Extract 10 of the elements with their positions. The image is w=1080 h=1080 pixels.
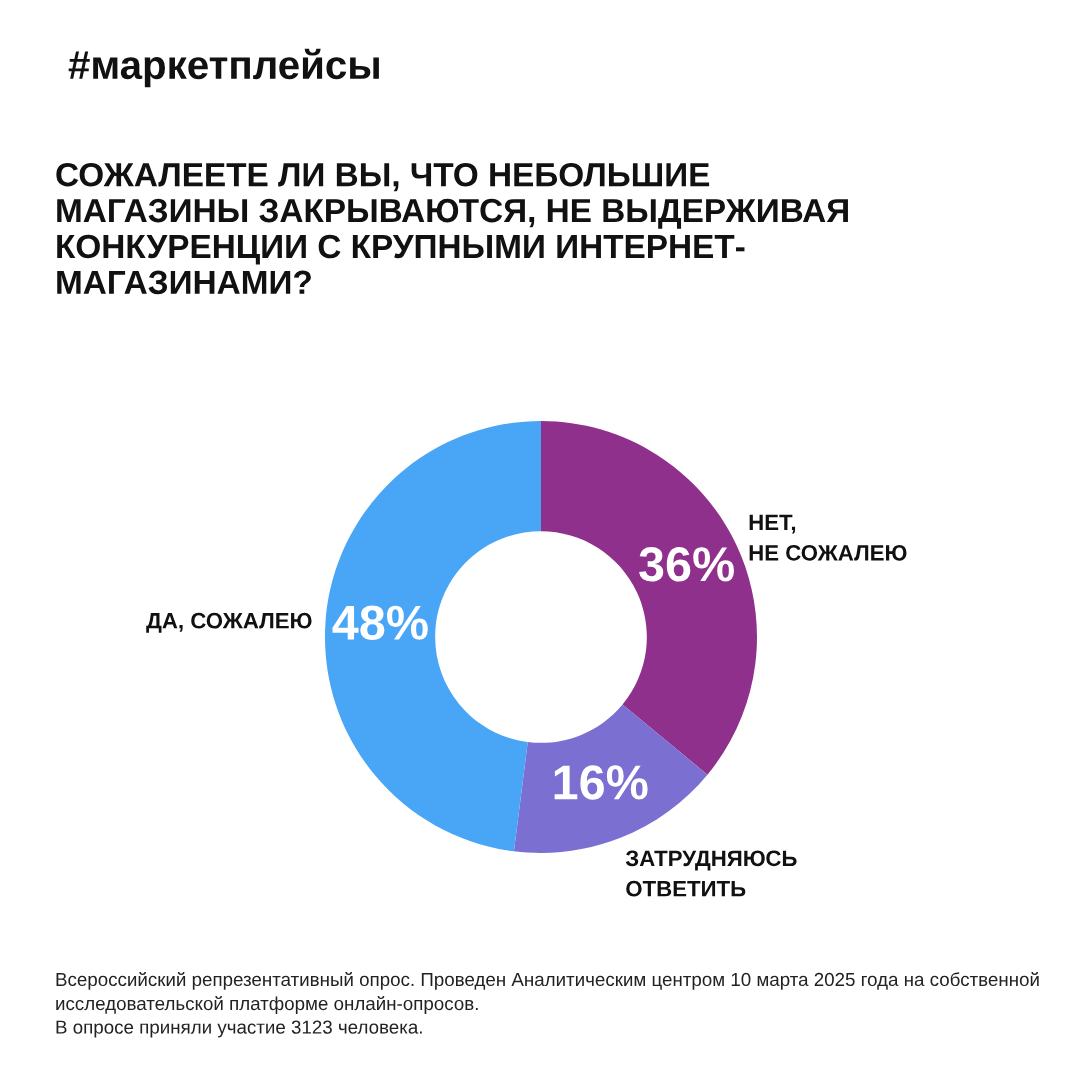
text: Всероссийский репрезентативный опрос. Проведен Аналитическим центром 10 марта 2025 года на собственной исследовательской платформе онлайн-опросов. В опросе приняли участие 3123 человека. xyxy=(56,972,1039,1038)
slice-label: НЕТ, НЕ СОЖАЛЕЮ xyxy=(749,514,907,561)
data-label: 36% xyxy=(639,547,734,582)
chart-subtitle: #маркетплейсы xyxy=(68,48,379,88)
donut-slice xyxy=(325,421,541,852)
chart-title: СОЖАЛЕЕТЕ ЛИ ВЫ, ЧТО НЕБОЛЬШИЕ МАГАЗИНЫ ЗАКРЫВАЮТСЯ, НЕ ВЫДЕРЖИВАЯ КОНКУРЕНЦИИ С КРУПНЫМИ ИНТЕРНЕТ- МАГАЗИНАМИ? xyxy=(56,162,848,295)
slice-label: ДА, СОЖАЛЕЮ xyxy=(146,612,312,633)
data-label: 16% xyxy=(554,765,648,800)
slice-label: ЗАТРУДНЯЮСЬ ОТВЕТИТЬ xyxy=(625,850,797,897)
data-label: 48% xyxy=(332,605,428,640)
